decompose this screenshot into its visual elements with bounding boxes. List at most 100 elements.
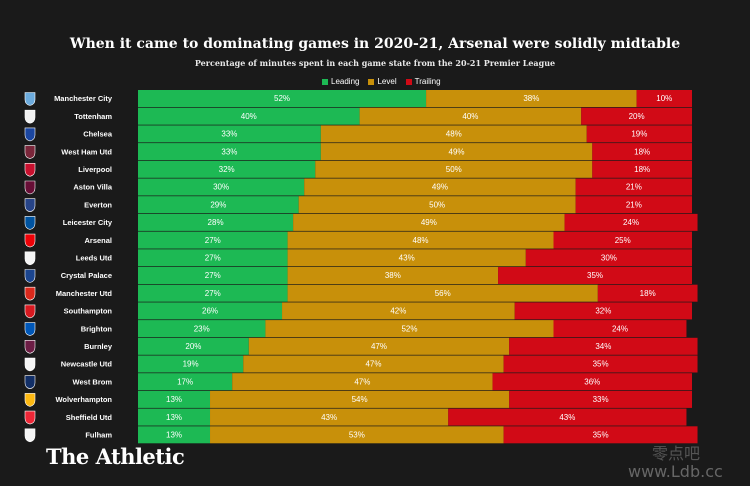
bar-segment-trailing bbox=[592, 160, 692, 178]
category-label: Burnley bbox=[84, 342, 113, 351]
bar-segment-level bbox=[243, 355, 504, 373]
bar-segment-level bbox=[287, 284, 598, 302]
bar-segment-trailing bbox=[597, 284, 698, 302]
category-label: West Brom bbox=[73, 377, 113, 386]
data-label-level: 50% bbox=[429, 200, 445, 209]
data-label-leading: 13% bbox=[166, 413, 182, 422]
category-label: Brighton bbox=[81, 324, 113, 333]
bar-segment-leading bbox=[138, 160, 316, 178]
data-label-leading: 13% bbox=[166, 395, 182, 404]
legend: Leading Level Trailing bbox=[322, 76, 450, 87]
bar-segment-leading bbox=[138, 143, 321, 161]
bar-segment-level bbox=[210, 408, 449, 426]
data-label-level: 48% bbox=[413, 236, 429, 245]
data-label-trailing: 20% bbox=[629, 112, 645, 121]
legend-label-leading: Leading bbox=[331, 77, 360, 86]
data-label-level: 49% bbox=[449, 147, 465, 156]
bar-segment-level bbox=[298, 196, 576, 214]
data-label-leading: 32% bbox=[219, 165, 235, 174]
bar-segment-level bbox=[210, 390, 510, 408]
category-label: Sheffield Utd bbox=[66, 413, 113, 422]
bar-segment-trailing bbox=[509, 337, 698, 355]
data-label-leading: 30% bbox=[213, 183, 229, 192]
data-label-leading: 28% bbox=[208, 218, 224, 227]
data-label-leading: 19% bbox=[183, 360, 199, 369]
bar-segment-leading bbox=[138, 408, 211, 426]
bar-segment-level bbox=[232, 373, 493, 391]
data-label-level: 47% bbox=[365, 360, 381, 369]
data-label-trailing: 24% bbox=[612, 324, 628, 333]
aston-villa-crest-icon bbox=[24, 180, 36, 195]
bar-segment-level bbox=[293, 213, 565, 231]
category-label: Newcastle Utd bbox=[61, 360, 113, 369]
bar-segment-trailing bbox=[553, 231, 692, 249]
category-label: Arsenal bbox=[84, 236, 112, 245]
bar-segment-trailing bbox=[636, 90, 692, 107]
legend-item-trailing: Trailing bbox=[405, 77, 441, 86]
data-label-trailing: 34% bbox=[595, 342, 611, 351]
brand-logo: The Athletic bbox=[46, 444, 185, 469]
liverpool-crest-icon bbox=[24, 163, 36, 177]
category-label: Manchester City bbox=[54, 94, 113, 103]
data-label-leading: 52% bbox=[274, 94, 290, 103]
bar-segment-level bbox=[315, 160, 593, 178]
legend-label-trailing: Trailing bbox=[414, 77, 441, 86]
bar-segment-leading bbox=[138, 196, 299, 214]
data-label-level: 43% bbox=[321, 413, 337, 422]
data-label-trailing: 21% bbox=[626, 200, 642, 209]
data-label-leading: 27% bbox=[205, 271, 221, 280]
data-label-level: 53% bbox=[349, 431, 365, 440]
data-label-level: 40% bbox=[462, 112, 478, 121]
bar-segment-trailing bbox=[575, 178, 692, 196]
bar-segment-leading bbox=[138, 178, 305, 196]
category-label: Leeds Utd bbox=[76, 254, 113, 263]
bar-segment-level bbox=[287, 249, 526, 267]
bar-segment-trailing bbox=[448, 408, 687, 426]
bar-segment-level bbox=[359, 107, 582, 125]
legend-swatch-leading bbox=[322, 78, 328, 85]
bar-segment-leading bbox=[138, 426, 211, 444]
data-label-trailing: 18% bbox=[634, 165, 650, 174]
category-label: Liverpool bbox=[78, 165, 112, 174]
bar-segment-leading bbox=[138, 231, 288, 249]
chart-title: When it came to dominating games in 2020… bbox=[69, 36, 681, 52]
bar-segment-level bbox=[210, 426, 504, 444]
bar-segment-trailing bbox=[592, 143, 692, 161]
category-label: West Ham Utd bbox=[61, 147, 112, 156]
bar-segment-level bbox=[287, 231, 554, 249]
data-label-level: 52% bbox=[401, 324, 417, 333]
bar-segment-leading bbox=[138, 213, 294, 231]
west-brom-crest-icon bbox=[24, 375, 36, 390]
data-label-trailing: 43% bbox=[559, 413, 575, 422]
bar-segment-trailing bbox=[503, 355, 698, 373]
data-label-trailing: 19% bbox=[631, 130, 647, 139]
wolves-crest-icon bbox=[24, 393, 36, 407]
bar-segment-leading bbox=[138, 302, 283, 320]
bar-segment-leading bbox=[138, 107, 360, 125]
category-label: Aston Villa bbox=[73, 183, 112, 192]
bar-segment-trailing bbox=[586, 125, 692, 143]
data-label-level: 42% bbox=[390, 307, 406, 316]
data-label-level: 38% bbox=[523, 94, 539, 103]
category-label: Wolverhampton bbox=[55, 395, 112, 404]
data-label-level: 54% bbox=[352, 395, 368, 404]
man-utd-crest-icon bbox=[24, 286, 36, 301]
bar-segment-level bbox=[426, 90, 637, 107]
bar-segment-leading bbox=[138, 90, 427, 107]
data-label-trailing: 10% bbox=[656, 94, 672, 103]
legend-item-leading: Leading bbox=[322, 77, 359, 86]
sheffield-utd-crest-icon bbox=[24, 410, 36, 425]
data-label-leading: 23% bbox=[194, 324, 210, 333]
bar-segment-leading bbox=[138, 373, 233, 391]
category-label: Crystal Palace bbox=[61, 271, 112, 280]
data-label-trailing: 35% bbox=[587, 271, 603, 280]
data-label-level: 48% bbox=[446, 130, 462, 139]
brighton-crest-icon bbox=[24, 322, 36, 336]
bar-segment-level bbox=[282, 302, 515, 320]
bar-segment-trailing bbox=[503, 426, 698, 444]
burnley-crest-icon bbox=[24, 340, 36, 354]
data-label-level: 50% bbox=[446, 165, 462, 174]
everton-crest-icon bbox=[24, 198, 36, 213]
data-label-trailing: 24% bbox=[623, 218, 639, 227]
watermark-text: 零点吧 bbox=[652, 444, 701, 463]
